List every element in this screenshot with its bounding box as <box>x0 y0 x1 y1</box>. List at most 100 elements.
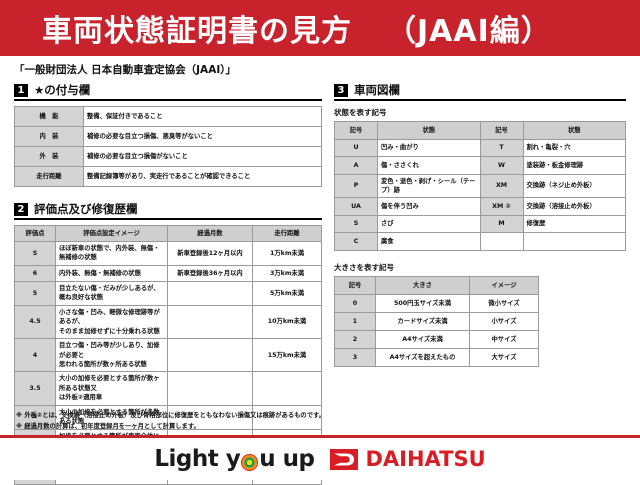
distance-cell <box>252 404 322 430</box>
table-header-row: 記号 大きさ イメージ <box>334 275 539 295</box>
symbol-cell: P <box>334 173 378 199</box>
score-cell: 5 <box>14 280 56 306</box>
section-3-heading: 3 車両図欄 <box>334 82 626 101</box>
section-1-heading: 1 ★の付与欄 <box>14 82 322 101</box>
months-cell: 新車登録後12ヶ月以内 <box>167 241 253 266</box>
section-2-number: 2 <box>14 202 28 216</box>
image-cell: 小さな傷・凹み、軽微な修理跡等があるが、 そのまま加修せずに十分乗れる状態 <box>55 304 168 340</box>
months-cell: 新車登録後36ヶ月以内 <box>167 264 253 282</box>
image-cell: 目立たない傷・だみが少しあるが、概ね良好な状態 <box>55 280 168 306</box>
image-cell: 小サイズ <box>469 311 539 331</box>
state-cell: 交換跡（溶接止め外板） <box>522 197 626 216</box>
column-header-symbol: 記号 <box>334 275 376 295</box>
table-row: 3 A4サイズを超えたもの 大サイズ <box>334 347 539 367</box>
right-column: 3 車両図欄 状態を表す記号 記号 状態 記号 状態 U 凹み・曲がり T <box>334 82 626 485</box>
table-row: 内 装 補修の必要な目立つ損傷、悪臭等がないこと <box>14 126 322 147</box>
months-cell <box>167 404 253 430</box>
symbol-cell: XM ② <box>479 197 524 216</box>
distance-cell <box>252 371 322 406</box>
table-row: C 腐食 <box>334 232 626 251</box>
page-title-sub: （JAAI編） <box>386 14 552 49</box>
footnotes: ※ 外板②とは、交換跡（溶接止め外板）及び骨格部位に修復歴をともなわない損傷又は… <box>16 410 325 432</box>
table-row: 2 A4サイズ未満 中サイズ <box>334 329 539 349</box>
criteria-label: 機 能 <box>14 106 84 127</box>
image-cell: 内外装、無傷・無補修の状態 <box>55 264 168 282</box>
page-title: 車両状態証明書の見方 （JAAI編） <box>42 6 552 50</box>
symbol-cell: U <box>334 138 378 157</box>
table-row: S さび M 修復歴 <box>334 214 626 234</box>
image-cell: 目立つ傷・凹み等が少しあり、加修が必要と 思われる箇所が数ヶ所ある状態 <box>55 338 168 373</box>
column-header-symbol-1: 記号 <box>334 121 378 140</box>
tagline-part-2: u up <box>259 446 315 472</box>
table-row: 0 500円玉サイズ未満 微小サイズ <box>334 293 539 313</box>
distance-cell: 15万km未満 <box>252 338 322 373</box>
state-cell: 塗装跡・板金修理跡 <box>522 156 626 175</box>
state-cell: 傷・ささくれ <box>377 156 481 175</box>
score-cell: 4.5 <box>14 304 56 340</box>
footer-banner: Light y u up DAIHATSU <box>0 435 640 480</box>
table-row: UA 傷を伴う凹み XM ② 交換跡（溶接止め外板） <box>334 197 626 216</box>
image-cell: ほぼ新車の状態で、内外装、無傷・無補修の状態 <box>55 241 168 266</box>
content-columns: 1 ★の付与欄 機 能 整備、保証付きであること 内 装 補修の必要な目立つ損傷… <box>0 82 640 485</box>
section-2-title: 評価点及び修復歴欄 <box>34 202 138 216</box>
organization-line: 「一般財団法人 日本自動車査定協会（JAAI）」 <box>14 64 236 76</box>
daihatsu-d-mark-icon <box>330 448 359 470</box>
criteria-text: 補修の必要な目立つ損傷がないこと <box>83 146 322 167</box>
section-3-title: 車両図欄 <box>354 83 400 97</box>
table-row: 3.5 大小の加修を必要とする箇所が数ヶ所ある状態又 は外板②適用車 <box>14 371 322 406</box>
table-row: 走行距離 整備記録簿等があり、実走行であることが確認できること <box>14 166 322 187</box>
symbol-cell: C <box>334 232 378 251</box>
table-row: 4 目立つ傷・凹み等が少しあり、加修が必要と 思われる箇所が数ヶ所ある状態 15… <box>14 338 322 373</box>
column-header-state-1: 状態 <box>377 121 481 140</box>
column-header-state-2: 状態 <box>522 121 626 140</box>
image-cell: 大小の加修を必要とする箇所が数ヶ所ある状態又 は外板②適用車 <box>55 371 168 406</box>
column-header-distance: 走行距離 <box>252 225 322 242</box>
state-cell: 変色・退色・剥げ・シール（テープ）跡 <box>377 173 481 199</box>
image-cell: 大サイズ <box>469 347 539 367</box>
state-symbols-heading: 状態を表す記号 <box>334 108 387 117</box>
column-header-size: 大きさ <box>375 275 470 295</box>
column-header-months: 経過月数 <box>167 225 253 242</box>
table-header-row: 記号 状態 記号 状態 <box>334 121 626 140</box>
months-cell <box>167 304 253 340</box>
months-cell <box>167 371 253 406</box>
table-row: U 凹み・曲がり T 割れ・亀裂・穴 <box>334 138 626 157</box>
state-cell: 腐食 <box>377 232 481 251</box>
criteria-label: 内 装 <box>14 126 84 147</box>
criteria-label: 外 装 <box>14 146 84 167</box>
symbol-cell: 2 <box>334 329 376 349</box>
table-row: 6 内外装、無傷・無補修の状態 新車登録後36ヶ月以内 3万km未満 <box>14 264 322 282</box>
tagline: Light y u up DAIHATSU <box>154 446 485 472</box>
symbol-cell: T <box>479 138 524 157</box>
state-cell: 凹み・曲がり <box>377 138 481 157</box>
table-row: 1 カードサイズ未満 小サイズ <box>334 311 539 331</box>
table-row: 3 大小の加修を必要とする箇所が多数ある状態 <box>14 404 322 430</box>
symbol-cell: A <box>334 156 378 175</box>
size-cell: A4サイズを超えたもの <box>375 347 470 367</box>
table-row: S ほぼ新車の状態で、内外装、無傷・無補修の状態 新車登録後12ヶ月以内 1万k… <box>14 241 322 266</box>
distance-cell: 3万km未満 <box>252 264 322 282</box>
table-row: A 傷・ささくれ W 塗装跡・板金修理跡 <box>334 156 626 175</box>
daihatsu-logo: DAIHATSU <box>330 447 486 471</box>
symbol-cell: S <box>334 214 378 234</box>
image-cell: 微小サイズ <box>469 293 539 313</box>
size-cell: 500円玉サイズ未満 <box>375 293 470 313</box>
symbol-cell: UA <box>334 197 378 216</box>
table-row: 外 装 補修の必要な目立つ損傷がないこと <box>14 146 322 167</box>
criteria-label: 走行距離 <box>14 166 84 187</box>
symbol-cell <box>479 232 524 251</box>
table-row: 機 能 整備、保証付きであること <box>14 106 322 127</box>
state-cell: さび <box>377 214 481 234</box>
page-title-main: 車両状態証明書の見方 <box>42 14 352 49</box>
section-2-heading: 2 評価点及び修復歴欄 <box>14 201 322 220</box>
state-symbols-table: 記号 状態 記号 状態 U 凹み・曲がり T 割れ・亀裂・穴 A 傷・ささくれ <box>334 121 626 251</box>
symbol-cell: W <box>479 156 524 175</box>
months-cell <box>167 280 253 306</box>
size-symbols-heading: 大きさを表す記号 <box>334 262 394 272</box>
state-cell: 傷を伴う凹み <box>377 197 481 216</box>
distance-cell: 5万km未満 <box>252 280 322 306</box>
column-header-image: 評価点設定イメージ <box>55 225 168 242</box>
score-cell: 6 <box>14 264 56 282</box>
symbol-cell: 1 <box>334 311 376 331</box>
